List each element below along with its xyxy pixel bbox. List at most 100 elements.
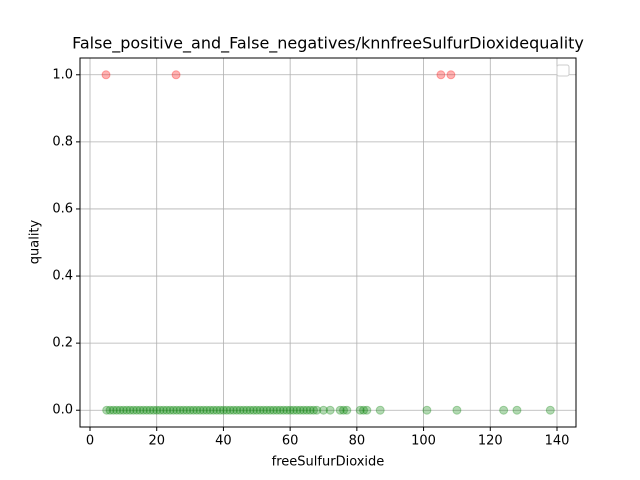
scatter-point <box>152 405 162 415</box>
scatter-point <box>171 70 181 80</box>
scatter-point <box>228 405 238 415</box>
y-axis-label: quality <box>28 219 43 264</box>
scatter-point <box>175 405 185 415</box>
scatter-point <box>545 405 555 415</box>
scatter-point <box>342 405 352 415</box>
scatter-point <box>108 405 118 415</box>
scatter-point <box>198 405 208 415</box>
x-tick-label: 40 <box>215 434 232 449</box>
y-tick-label: 0.4 <box>52 269 73 284</box>
scatter-point <box>325 405 335 415</box>
scatter-point <box>178 405 188 415</box>
y-tick-label: 0.2 <box>52 336 73 351</box>
scatter-point <box>112 405 122 415</box>
scatter-point <box>359 405 369 415</box>
scatter-point <box>105 405 115 415</box>
scatter-point <box>202 405 212 415</box>
x-tick-label: 0 <box>86 434 94 449</box>
legend <box>556 64 570 77</box>
scatter-point <box>278 405 288 415</box>
x-tick-label: 100 <box>411 434 436 449</box>
scatter-point <box>295 405 305 415</box>
scatter-point <box>208 405 218 415</box>
scatter-point <box>145 405 155 415</box>
scatter-point <box>375 405 385 415</box>
scatter-point <box>172 405 182 415</box>
scatter-point <box>248 405 258 415</box>
scatter-point <box>188 405 198 415</box>
x-tick-label: 80 <box>349 434 366 449</box>
scatter-point <box>446 70 456 80</box>
scatter-point <box>215 405 225 415</box>
scatter-point <box>252 405 262 415</box>
scatter-point <box>302 405 312 415</box>
x-tick-label: 60 <box>282 434 299 449</box>
scatter-point <box>339 405 349 415</box>
scatter-point <box>335 405 345 415</box>
scatter-point <box>115 405 125 415</box>
y-tick-label: 1.0 <box>52 67 73 82</box>
scatter-point <box>282 405 292 415</box>
scatter-point <box>272 405 282 415</box>
scatter-point <box>148 405 158 415</box>
scatter-point <box>268 405 278 415</box>
scatter-point <box>452 405 462 415</box>
scatter-point <box>285 405 295 415</box>
grid <box>80 58 576 427</box>
y-tick-label: 0.0 <box>52 403 73 418</box>
scatter-point <box>275 405 285 415</box>
scatter-point <box>362 405 372 415</box>
scatter-point <box>218 405 228 415</box>
scatter-point <box>258 405 268 415</box>
scatter-point <box>102 405 112 415</box>
scatter-point <box>162 405 172 415</box>
scatter-point <box>101 70 111 80</box>
scatter-point <box>165 405 175 415</box>
y-tick-label: 0.8 <box>52 134 73 149</box>
scatter-point <box>262 405 272 415</box>
scatter-point <box>128 405 138 415</box>
scatter-point <box>512 405 522 415</box>
marks <box>101 70 555 415</box>
scatter-point <box>168 405 178 415</box>
x-tick-label: 140 <box>545 434 570 449</box>
scatter-point <box>222 405 232 415</box>
scatter-point <box>298 405 308 415</box>
scatter-point <box>242 405 252 415</box>
scatter-point <box>292 405 302 415</box>
scatter-point <box>265 405 275 415</box>
scatter-point <box>125 405 135 415</box>
scatter-point <box>138 405 148 415</box>
scatter-point <box>436 70 446 80</box>
x-axis-label: freeSulfurDioxide <box>272 455 385 470</box>
scatter-point <box>308 405 318 415</box>
scatter-point <box>182 405 192 415</box>
scatter-point <box>255 405 265 415</box>
scatter-point <box>422 405 432 415</box>
scatter-point <box>305 405 315 415</box>
plot-frame <box>79 57 577 428</box>
scatter-point <box>232 405 242 415</box>
scatter-point <box>245 405 255 415</box>
scatter-point <box>235 405 245 415</box>
scatter-point <box>205 405 215 415</box>
scatter-point <box>355 405 365 415</box>
y-tick-label: 0.6 <box>52 201 73 216</box>
scatter-point <box>225 405 235 415</box>
scatter-point <box>318 405 328 415</box>
scatter-point <box>132 405 142 415</box>
scatter-point <box>212 405 222 415</box>
scatter-point <box>158 405 168 415</box>
scatter-point <box>192 405 202 415</box>
x-tick-label: 120 <box>478 434 503 449</box>
scatter-point <box>135 405 145 415</box>
scatter-point <box>288 405 298 415</box>
scatter-point <box>118 405 128 415</box>
scatter-point <box>155 405 165 415</box>
chart-title: False_positive_and_False_negatives/knnfr… <box>72 34 584 54</box>
scatter-point <box>238 405 248 415</box>
x-tick-label: 20 <box>148 434 165 449</box>
scatter-point <box>312 405 322 415</box>
